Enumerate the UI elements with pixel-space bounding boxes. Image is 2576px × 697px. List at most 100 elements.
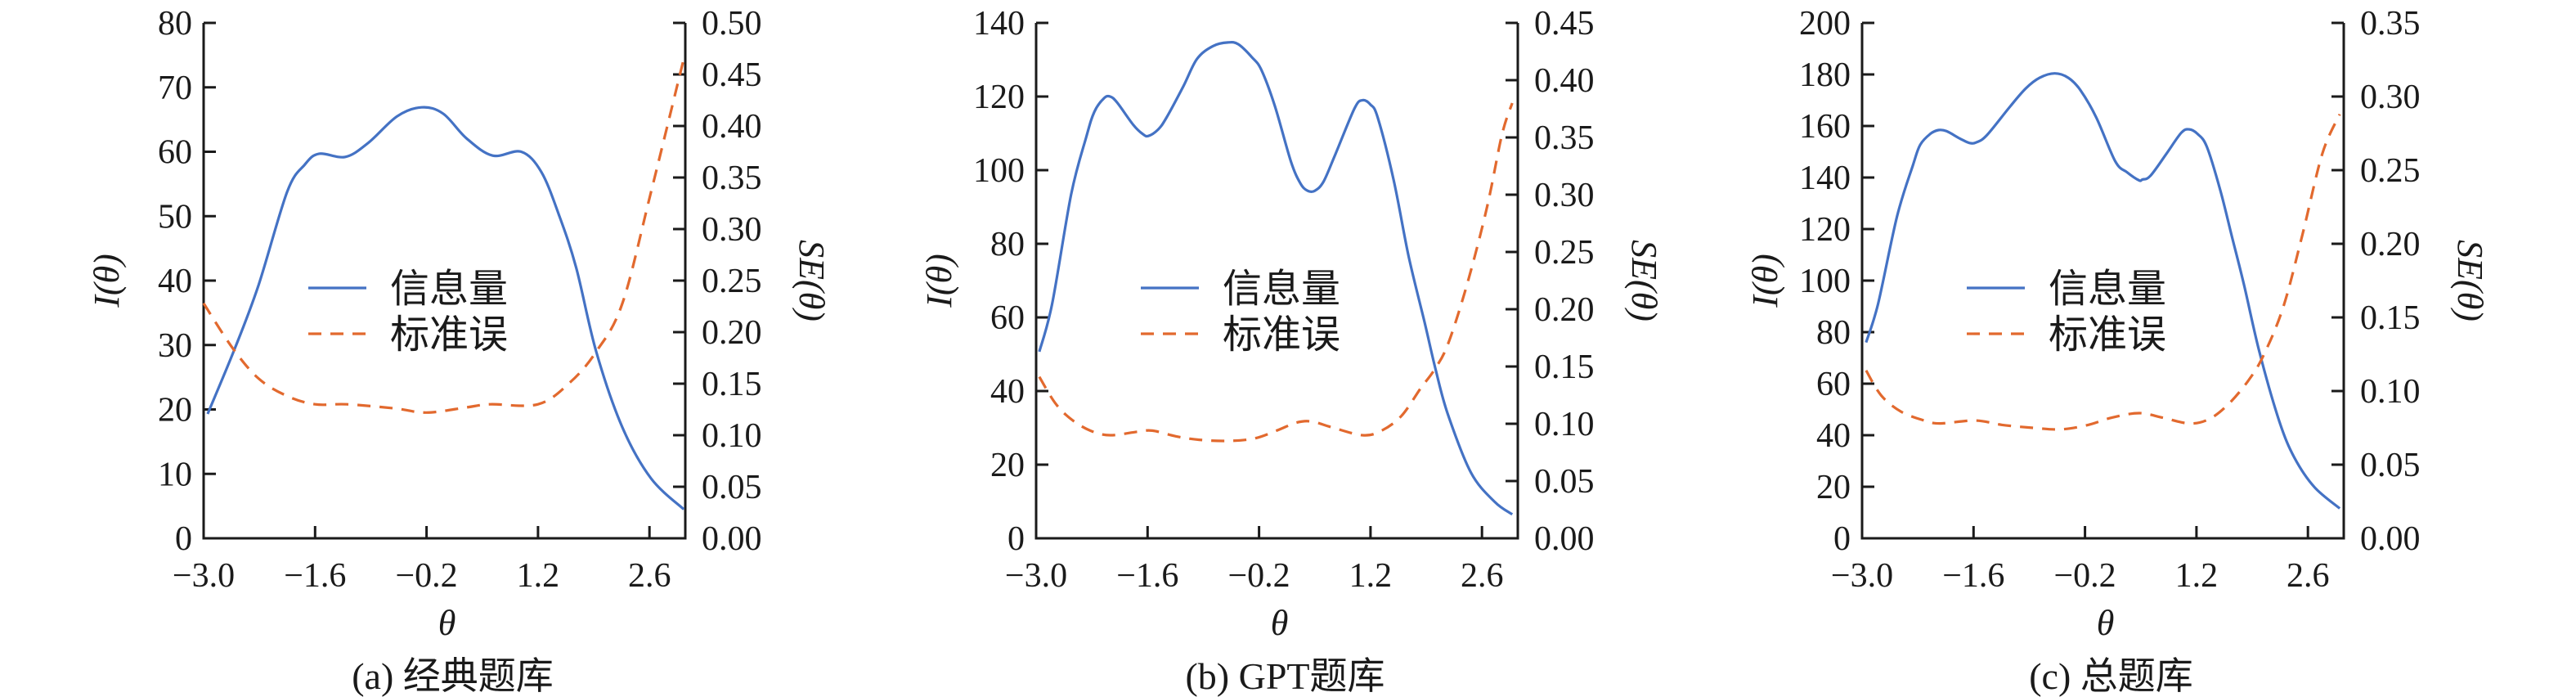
y-tick-label: 60 [1816, 366, 1851, 403]
x-tick-label: −1.6 [284, 557, 346, 595]
x-tick-label: −1.6 [1942, 557, 2004, 595]
x-tick-label: 1.2 [517, 557, 560, 595]
legend-label-information: 信息量 [1223, 268, 1340, 311]
x-tick-label: −0.2 [396, 557, 458, 595]
x-tick-label: 2.6 [1461, 557, 1504, 595]
y2-tick-label: 0.35 [702, 160, 762, 197]
y-tick-label: 120 [973, 79, 1025, 116]
y2-tick-label: 0.15 [2360, 299, 2421, 337]
y-tick-label: 60 [158, 134, 192, 172]
x-tick-label: −3.0 [173, 557, 235, 595]
y-axis-label: I(θ) [1745, 254, 1785, 308]
y-tick-label: 20 [158, 392, 192, 429]
y-tick-label: 100 [1799, 263, 1851, 300]
y-tick-label: 80 [158, 5, 192, 43]
legend-label-information: 信息量 [2049, 268, 2166, 311]
y2-tick-label: 0.30 [702, 211, 762, 249]
information-curve [1038, 41, 1514, 516]
standard-error-curve [1865, 113, 2341, 431]
legend-label-standard-error: 标准误 [390, 313, 508, 357]
y2-tick-label: 0.25 [1534, 234, 1595, 272]
y2-tick-label: 0.00 [1534, 520, 1595, 558]
y-axis-label: I(θ) [919, 254, 959, 308]
y-tick-label: 200 [1799, 5, 1851, 43]
y-tick-label: 10 [158, 456, 192, 493]
y-tick-label: 20 [1816, 469, 1851, 506]
panel-caption: (b) GPT题库 [1185, 655, 1384, 697]
y-tick-label: 0 [1833, 520, 1851, 558]
x-axis-label: θ [2097, 603, 2115, 643]
y-tick-label: 80 [990, 226, 1025, 263]
y2-tick-label: 0.30 [1534, 177, 1595, 214]
y-tick-label: 140 [973, 5, 1025, 43]
y-tick-label: 60 [990, 299, 1025, 337]
y-tick-label: 100 [973, 152, 1025, 190]
y-tick-label: 30 [158, 327, 192, 365]
y-tick-label: 140 [1799, 160, 1851, 197]
standard-error-curve [202, 58, 685, 414]
x-tick-label: −0.2 [1228, 557, 1290, 595]
panel-caption: (c) 总题库 [2029, 655, 2193, 697]
y2-axis-label: SE(θ) [2450, 240, 2490, 322]
y2-tick-label: 0.05 [1534, 463, 1595, 501]
y-tick-label: 20 [990, 447, 1025, 484]
y-tick-label: 160 [1799, 108, 1851, 146]
x-tick-label: −3.0 [1005, 557, 1067, 595]
y-axis-label: I(θ) [87, 254, 127, 308]
y-tick-label: 120 [1799, 211, 1851, 249]
y2-tick-label: 0.05 [2360, 447, 2421, 484]
y2-tick-label: 0.15 [702, 366, 762, 403]
legend-label-standard-error: 标准误 [1223, 313, 1340, 357]
legend-label-information: 信息量 [390, 268, 508, 311]
y2-tick-label: 0.25 [702, 263, 762, 300]
y2-tick-label: 0.30 [2360, 79, 2421, 116]
y2-tick-label: 0.10 [1534, 406, 1595, 443]
legend-label-standard-error: 标准误 [2049, 313, 2166, 357]
y2-tick-label: 0.45 [702, 56, 762, 94]
y2-tick-label: 0.40 [702, 108, 762, 146]
x-axis-label: θ [1271, 603, 1289, 643]
y2-tick-label: 0.10 [2360, 373, 2421, 411]
y-tick-label: 40 [158, 263, 192, 300]
y-tick-label: 40 [1816, 417, 1851, 455]
y-tick-label: 40 [990, 373, 1025, 411]
y2-tick-label: 0.25 [2360, 152, 2421, 190]
panel-caption: (a) 经典题库 [352, 655, 554, 697]
y2-tick-label: 0.20 [1534, 291, 1595, 329]
y2-tick-label: 0.00 [2360, 520, 2421, 558]
information-curve [1865, 72, 2341, 510]
y2-tick-label: 0.00 [702, 520, 762, 558]
x-tick-label: −3.0 [1831, 557, 1893, 595]
x-tick-label: −1.6 [1116, 557, 1178, 595]
y2-tick-label: 0.40 [1534, 62, 1595, 100]
chart-panel-c: 0 20 40 60 80 100 120 140 160 180 200 0.00 0.05 0.10 0… [1745, 5, 2490, 697]
y-tick-label: 0 [1008, 520, 1025, 558]
y2-tick-label: 0.15 [1534, 348, 1595, 386]
x-tick-label: 2.6 [2287, 557, 2330, 595]
y-tick-label: 70 [158, 70, 192, 107]
chart-panel-b: 0 20 40 60 80 100 120 140 0.00 0.05 0.10 0.15 0.20 0.… [919, 5, 1664, 697]
y2-tick-label: 0.05 [702, 469, 762, 506]
y2-tick-label: 0.20 [702, 314, 762, 352]
y2-tick-label: 0.20 [2360, 226, 2421, 263]
y2-tick-label: 0.35 [2360, 5, 2421, 43]
x-axis-label: θ [438, 603, 456, 643]
y2-tick-label: 0.10 [702, 417, 762, 455]
x-tick-label: −0.2 [2054, 557, 2116, 595]
information-curve [206, 106, 685, 510]
y-tick-label: 180 [1799, 56, 1851, 94]
y2-tick-label: 0.35 [1534, 119, 1595, 157]
x-tick-label: 1.2 [1349, 557, 1393, 595]
standard-error-curve [1038, 102, 1514, 443]
x-tick-label: 2.6 [628, 557, 671, 595]
y-tick-label: 80 [1816, 314, 1851, 352]
y2-axis-label: SE(θ) [1624, 240, 1664, 322]
chart-panel-a: 0 10 20 30 40 50 60 70 80 0.00 0.05 0.10 0.15 0.20 0.2… [87, 5, 832, 697]
y2-axis-label: SE(θ) [792, 240, 832, 322]
y2-tick-label: 0.50 [702, 5, 762, 43]
y-tick-label: 50 [158, 198, 192, 236]
